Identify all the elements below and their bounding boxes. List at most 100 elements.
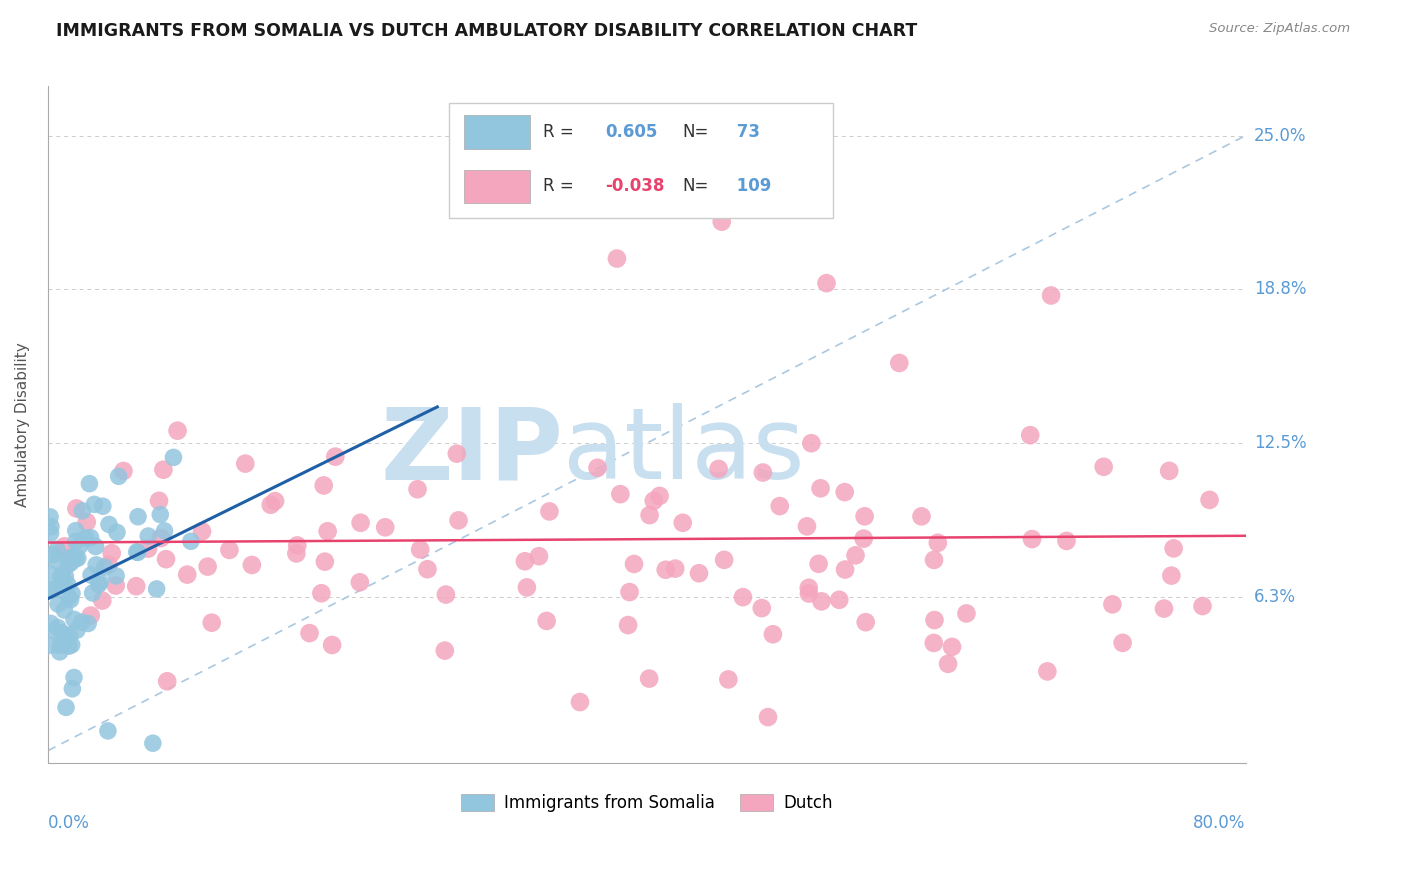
Point — [53, 540, 76, 554]
Point — [149, 531, 172, 545]
Point — [153, 524, 176, 538]
Point — [107, 469, 129, 483]
Point — [51, 626, 73, 640]
Point — [66, 551, 89, 566]
Point — [149, 508, 172, 522]
Point — [853, 509, 876, 524]
Point — [59, 592, 82, 607]
Point — [717, 673, 740, 687]
Point — [75, 531, 97, 545]
Text: atlas: atlas — [562, 403, 804, 500]
Point — [447, 513, 470, 527]
Point — [105, 525, 128, 540]
Point — [648, 489, 671, 503]
Point — [112, 464, 135, 478]
Point — [46, 597, 69, 611]
Point — [87, 577, 110, 591]
Point — [1101, 598, 1123, 612]
Point — [127, 509, 149, 524]
Point — [285, 546, 308, 560]
Point — [688, 566, 710, 581]
Point — [197, 559, 219, 574]
Text: R =: R = — [543, 177, 574, 194]
Text: 73: 73 — [731, 123, 759, 141]
Point — [105, 569, 128, 583]
Text: N=: N= — [683, 177, 709, 194]
Point — [1159, 464, 1181, 478]
Point — [810, 594, 832, 608]
Point — [710, 215, 733, 229]
Point — [314, 555, 336, 569]
Point — [731, 590, 754, 604]
Point — [97, 558, 120, 572]
Point — [166, 424, 188, 438]
Point — [321, 638, 343, 652]
Point — [349, 575, 371, 590]
Point — [751, 601, 773, 615]
Point — [63, 612, 86, 626]
Point — [1198, 492, 1220, 507]
Point — [49, 638, 72, 652]
Point — [48, 645, 70, 659]
Point — [527, 549, 550, 564]
Point — [53, 569, 76, 583]
Point — [1163, 541, 1185, 556]
Point — [922, 636, 945, 650]
Point — [56, 558, 79, 572]
Point — [941, 640, 963, 654]
Point — [834, 563, 856, 577]
Point — [1111, 636, 1133, 650]
Point — [201, 615, 224, 630]
Point — [62, 549, 84, 564]
Point — [807, 557, 830, 571]
Text: N=: N= — [683, 123, 709, 141]
Point — [664, 561, 686, 575]
Point — [434, 588, 457, 602]
Text: 109: 109 — [731, 177, 770, 194]
Point — [852, 532, 875, 546]
Text: -0.038: -0.038 — [605, 177, 664, 194]
FancyBboxPatch shape — [450, 103, 832, 219]
Point — [82, 586, 104, 600]
Point — [623, 557, 645, 571]
Point — [148, 493, 170, 508]
Point — [125, 579, 148, 593]
Point — [638, 672, 661, 686]
Point — [756, 710, 779, 724]
Point — [142, 736, 165, 750]
Point — [416, 562, 439, 576]
Point — [316, 524, 339, 539]
Point — [707, 462, 730, 476]
Point — [55, 700, 77, 714]
Point — [654, 563, 676, 577]
Point — [1191, 599, 1213, 613]
Point — [53, 579, 76, 593]
Point — [769, 499, 792, 513]
Point — [298, 626, 321, 640]
Point — [311, 586, 333, 600]
Point — [55, 631, 77, 645]
Point — [260, 498, 283, 512]
Point — [152, 463, 174, 477]
Point — [79, 476, 101, 491]
Text: R =: R = — [543, 123, 574, 141]
Point — [810, 481, 832, 495]
Point — [1019, 428, 1042, 442]
Point — [568, 695, 591, 709]
Point — [65, 534, 87, 549]
Point — [180, 534, 202, 549]
Text: 25.0%: 25.0% — [1254, 127, 1306, 145]
Point — [1021, 532, 1043, 546]
Point — [162, 450, 184, 465]
Point — [39, 526, 62, 541]
Point — [60, 556, 83, 570]
Legend: Immigrants from Somalia, Dutch: Immigrants from Somalia, Dutch — [454, 788, 839, 819]
Point — [104, 578, 127, 592]
Point — [762, 627, 785, 641]
Point — [538, 504, 561, 518]
Point — [51, 567, 73, 582]
Point — [619, 585, 641, 599]
Point — [79, 531, 101, 545]
Point — [218, 542, 240, 557]
Point — [136, 541, 159, 556]
